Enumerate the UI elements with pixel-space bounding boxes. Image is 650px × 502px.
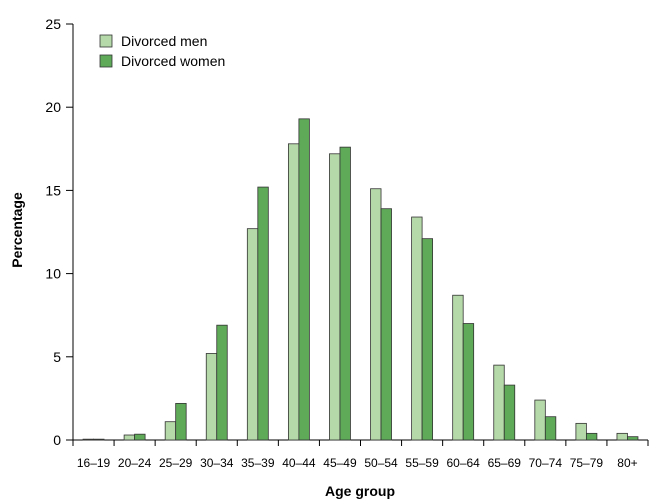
x-tick-label: 60–64 [446,456,480,470]
x-tick-label: 35–39 [241,456,275,470]
bar-divorced-women [544,416,557,441]
bar-divorced-men [575,422,587,441]
legend: Divorced men Divorced women [99,33,225,69]
bar-divorced-men [534,399,546,441]
bar-divorced-men [287,143,300,441]
bar-divorced-men [616,432,628,441]
x-tick-label: 75–79 [570,456,604,470]
bar-divorced-women [339,146,351,441]
x-tick-label: 40–44 [282,456,316,470]
x-tick-label: 65–69 [488,456,522,470]
bar-divorced-men [452,294,464,441]
bar-divorced-women [585,432,598,441]
bar-divorced-women [421,238,434,441]
bar-divorced-women [216,324,228,441]
bar-divorced-men [82,438,94,441]
y-axis-title: Percentage [9,192,25,268]
bar-divorced-men [164,421,177,441]
y-tick-label: 0 [53,432,61,448]
bar-divorced-women [93,438,105,441]
x-tick-label: 20–24 [118,456,152,470]
bar-divorced-men [329,153,341,441]
y-tick-label: 10 [45,266,61,282]
x-tick-label: 16–19 [77,456,111,470]
x-tick-label: 80+ [617,456,637,470]
bar-divorced-women [627,436,639,441]
bar-divorced-men [205,353,218,441]
bar-divorced-women [175,402,187,441]
bar-divorced-women [503,384,516,441]
x-tick-label: 45–49 [323,456,357,470]
x-tick-label: 25–29 [159,456,193,470]
legend-swatch [99,34,113,48]
legend-swatch [99,54,113,68]
y-tick-label: 15 [45,182,61,198]
bar-divorced-women [462,323,475,441]
bar-divorced-women [298,118,310,441]
x-tick-label: 55–59 [405,456,439,470]
x-axis: 16–19 20–24 25–29 30–34 35–39 40–44 45–49 50–54… [72,439,649,470]
bar-divorced-women [134,433,146,441]
bar-divorced-women [380,208,392,441]
bar-divorced-women [257,186,269,441]
bar-divorced-men [493,364,505,441]
x-axis-title: Age group [325,483,395,499]
y-axis: 0 5 10 15 20 25 [45,16,74,448]
bar-divorced-men [246,228,259,441]
y-tick-label: 5 [53,349,61,365]
x-tick-label: 30–34 [200,456,234,470]
legend-label: Divorced women [121,53,225,69]
bar-divorced-men [123,434,136,441]
legend-label: Divorced men [121,33,207,49]
x-tick-label: 70–74 [529,456,563,470]
y-tick-label: 25 [45,16,61,32]
bars [82,118,639,441]
bar-divorced-men [411,216,423,441]
y-tick-label: 20 [45,99,61,115]
bar-divorced-men [370,188,382,441]
x-tick-label: 50–54 [364,456,398,470]
